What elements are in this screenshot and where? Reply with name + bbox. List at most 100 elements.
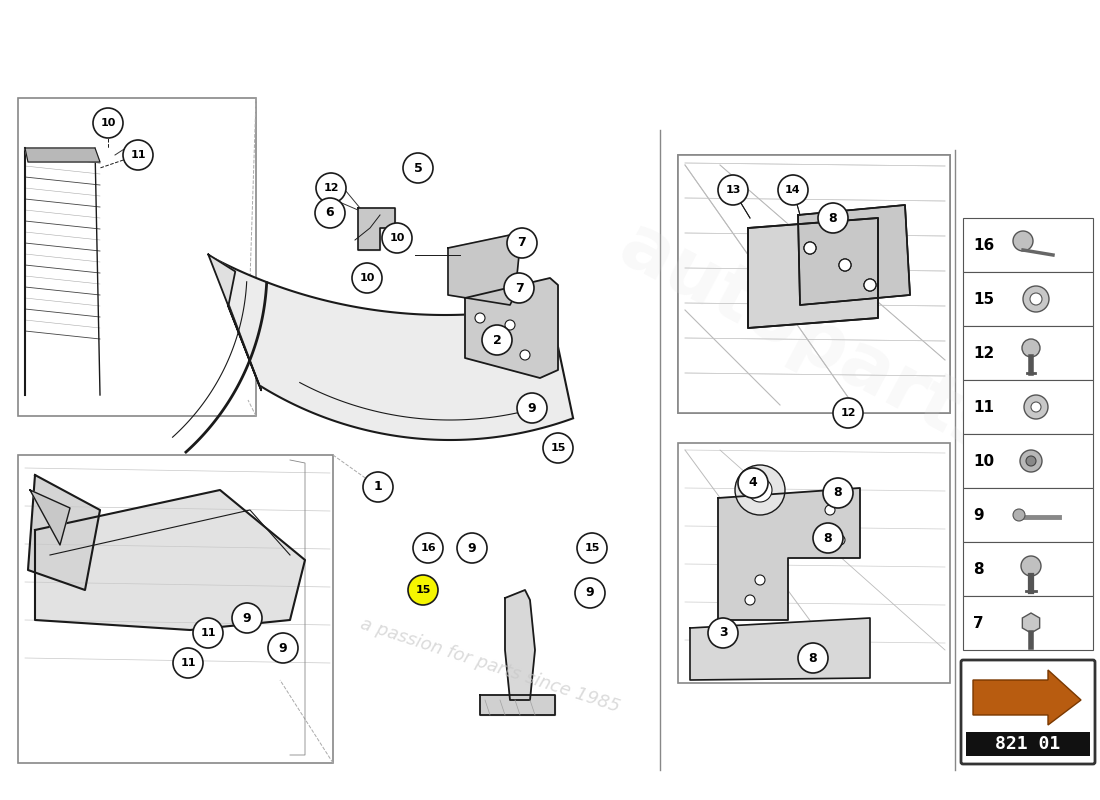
Circle shape (798, 643, 828, 673)
Circle shape (475, 313, 485, 323)
Circle shape (813, 523, 843, 553)
Text: 14: 14 (785, 185, 801, 195)
Text: 7: 7 (518, 237, 527, 250)
Text: 10: 10 (100, 118, 116, 128)
Circle shape (864, 279, 876, 291)
Polygon shape (465, 278, 558, 378)
Circle shape (755, 575, 764, 585)
Circle shape (363, 472, 393, 502)
Text: 11: 11 (180, 658, 196, 668)
Bar (962, 434, 1093, 488)
Text: 9: 9 (278, 642, 287, 654)
Circle shape (482, 325, 512, 355)
Text: 15: 15 (416, 585, 431, 595)
Bar (18, 98, 256, 416)
Polygon shape (505, 590, 535, 700)
Circle shape (578, 533, 607, 563)
Circle shape (778, 175, 808, 205)
Circle shape (1022, 339, 1040, 357)
Circle shape (804, 242, 816, 254)
Circle shape (1020, 450, 1042, 472)
Circle shape (804, 242, 816, 254)
Circle shape (864, 279, 876, 291)
Polygon shape (28, 475, 100, 590)
Circle shape (823, 478, 852, 508)
Text: 11: 11 (200, 628, 216, 638)
Circle shape (382, 223, 412, 253)
Text: 9: 9 (468, 542, 476, 554)
Bar (962, 596, 1093, 650)
Text: 16: 16 (974, 238, 994, 253)
Circle shape (192, 618, 223, 648)
Circle shape (1013, 509, 1025, 521)
Circle shape (352, 263, 382, 293)
Circle shape (232, 603, 262, 633)
Circle shape (1021, 556, 1041, 576)
Circle shape (745, 595, 755, 605)
Bar (966, 732, 1090, 756)
Text: 8: 8 (828, 211, 837, 225)
Circle shape (123, 140, 153, 170)
Text: 1: 1 (374, 481, 383, 494)
Polygon shape (480, 695, 556, 715)
Text: 12: 12 (323, 183, 339, 193)
Circle shape (835, 535, 845, 545)
Text: 15: 15 (974, 291, 994, 306)
Bar (962, 272, 1093, 326)
Bar (678, 155, 950, 413)
FancyBboxPatch shape (961, 660, 1094, 764)
Text: 9: 9 (585, 586, 594, 599)
Circle shape (505, 320, 515, 330)
Polygon shape (974, 670, 1081, 725)
Circle shape (1013, 231, 1033, 251)
Text: 6: 6 (326, 206, 334, 219)
Polygon shape (798, 205, 910, 305)
Text: 7: 7 (515, 282, 524, 294)
Circle shape (543, 433, 573, 463)
Bar (962, 380, 1093, 434)
Bar (18, 455, 333, 763)
Text: 8: 8 (808, 651, 817, 665)
Text: 9: 9 (243, 611, 251, 625)
Polygon shape (748, 218, 878, 328)
Polygon shape (210, 257, 573, 440)
Text: 11: 11 (974, 399, 994, 414)
Text: 15: 15 (550, 443, 565, 453)
Circle shape (1023, 286, 1049, 312)
Polygon shape (30, 490, 70, 545)
Circle shape (316, 173, 346, 203)
Circle shape (412, 533, 443, 563)
Bar (678, 155, 950, 413)
Circle shape (517, 393, 547, 423)
Text: 10: 10 (389, 233, 405, 243)
Circle shape (748, 478, 772, 502)
Text: 2: 2 (493, 334, 502, 346)
Circle shape (94, 108, 123, 138)
Circle shape (507, 228, 537, 258)
Circle shape (833, 398, 864, 428)
Bar (962, 542, 1093, 596)
Text: 11: 11 (130, 150, 145, 160)
Polygon shape (1022, 613, 1040, 633)
Circle shape (520, 350, 530, 360)
Circle shape (718, 175, 748, 205)
Text: 16: 16 (420, 543, 436, 553)
Circle shape (315, 198, 345, 228)
Circle shape (504, 273, 534, 303)
Circle shape (735, 465, 785, 515)
Circle shape (839, 259, 851, 271)
Bar (962, 326, 1093, 380)
Circle shape (708, 618, 738, 648)
Text: 10: 10 (360, 273, 375, 283)
Circle shape (1024, 395, 1048, 419)
Text: 5: 5 (414, 162, 422, 174)
Circle shape (575, 578, 605, 608)
Text: 13: 13 (725, 185, 740, 195)
Circle shape (839, 259, 851, 271)
Text: 9: 9 (974, 507, 983, 522)
Text: 4: 4 (749, 477, 758, 490)
Polygon shape (718, 488, 860, 620)
Text: 12: 12 (974, 346, 994, 361)
Circle shape (403, 153, 433, 183)
Text: 15: 15 (584, 543, 600, 553)
